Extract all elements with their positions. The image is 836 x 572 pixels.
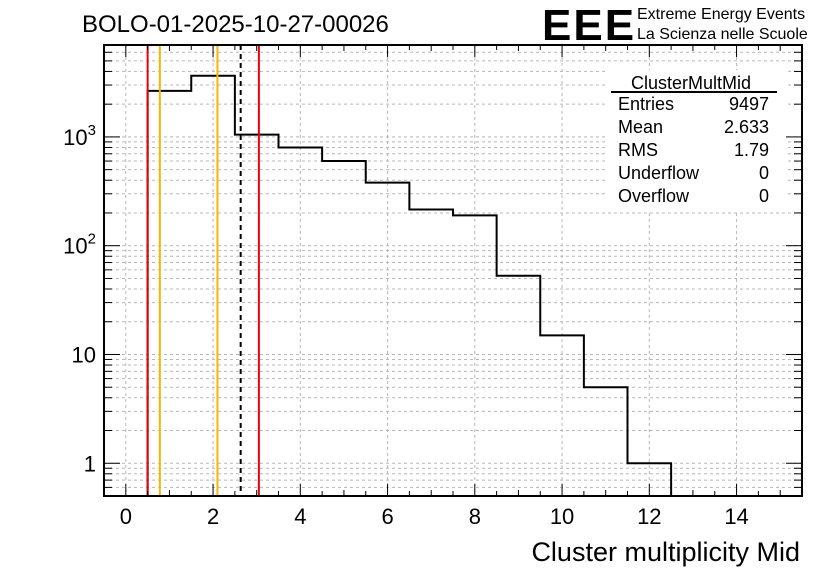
x-tick-label: 2 — [207, 504, 219, 529]
chart-title: BOLO-01-2025-10-27-00026 — [82, 11, 389, 38]
histogram-bin — [322, 161, 366, 496]
stats-label-mean: Mean — [618, 117, 663, 137]
y-tick-label: 102 — [63, 231, 96, 259]
stats-value-entries: 9497 — [729, 94, 769, 114]
logo-line-1: Extreme Energy Events — [637, 6, 805, 23]
histogram-bin — [409, 210, 453, 496]
y-tick-label: 10 — [72, 342, 96, 367]
axis-ticks — [104, 44, 802, 497]
stats-label-overflow: Overflow — [618, 186, 690, 206]
histogram-bin — [584, 387, 628, 496]
eee-logo: EEE — [542, 1, 636, 50]
stats-box-title: ClusterMultMid — [631, 73, 751, 93]
stats-value-overflow: 0 — [759, 186, 769, 206]
histogram-bin — [148, 91, 192, 496]
stats-label-entries: Entries — [618, 94, 674, 114]
x-tick-label: 4 — [294, 504, 306, 529]
histogram-bin — [497, 276, 541, 496]
x-axis-label: Cluster multiplicity Mid — [531, 537, 800, 567]
stats-label-rms: RMS — [618, 140, 658, 160]
stats-value-mean: 2.633 — [724, 117, 769, 137]
stats-box-background — [605, 70, 785, 210]
x-tick-label: 8 — [469, 504, 481, 529]
histogram-bin — [191, 76, 235, 496]
stats-value-underflow: 0 — [759, 163, 769, 183]
y-tick-label: 103 — [63, 122, 96, 150]
x-tick-label: 14 — [724, 504, 748, 529]
histogram-bin — [540, 335, 584, 496]
x-tick-label: 10 — [550, 504, 574, 529]
x-tick-label: 12 — [637, 504, 661, 529]
histogram-bin — [279, 147, 323, 496]
histogram-bin — [453, 215, 497, 496]
y-tick-labels: 1 10 102 103 — [63, 122, 96, 476]
x-tick-labels: 0 2 4 6 8 10 12 14 — [120, 504, 749, 529]
histogram-bars — [146, 74, 673, 496]
logo-line-2: La Scienza nelle Scuole — [637, 26, 808, 43]
x-tick-label: 0 — [120, 504, 132, 529]
stats-box: ClusterMultMid Entries 9497 Mean 2.633 R… — [605, 70, 785, 210]
histogram-outline — [146, 74, 673, 496]
marker-lines — [146, 45, 260, 496]
stats-value-rms: 1.79 — [734, 140, 769, 160]
histogram-bin — [366, 183, 410, 496]
x-tick-label: 6 — [381, 504, 393, 529]
y-tick-label: 1 — [84, 451, 96, 476]
stats-label-underflow: Underflow — [618, 163, 700, 183]
